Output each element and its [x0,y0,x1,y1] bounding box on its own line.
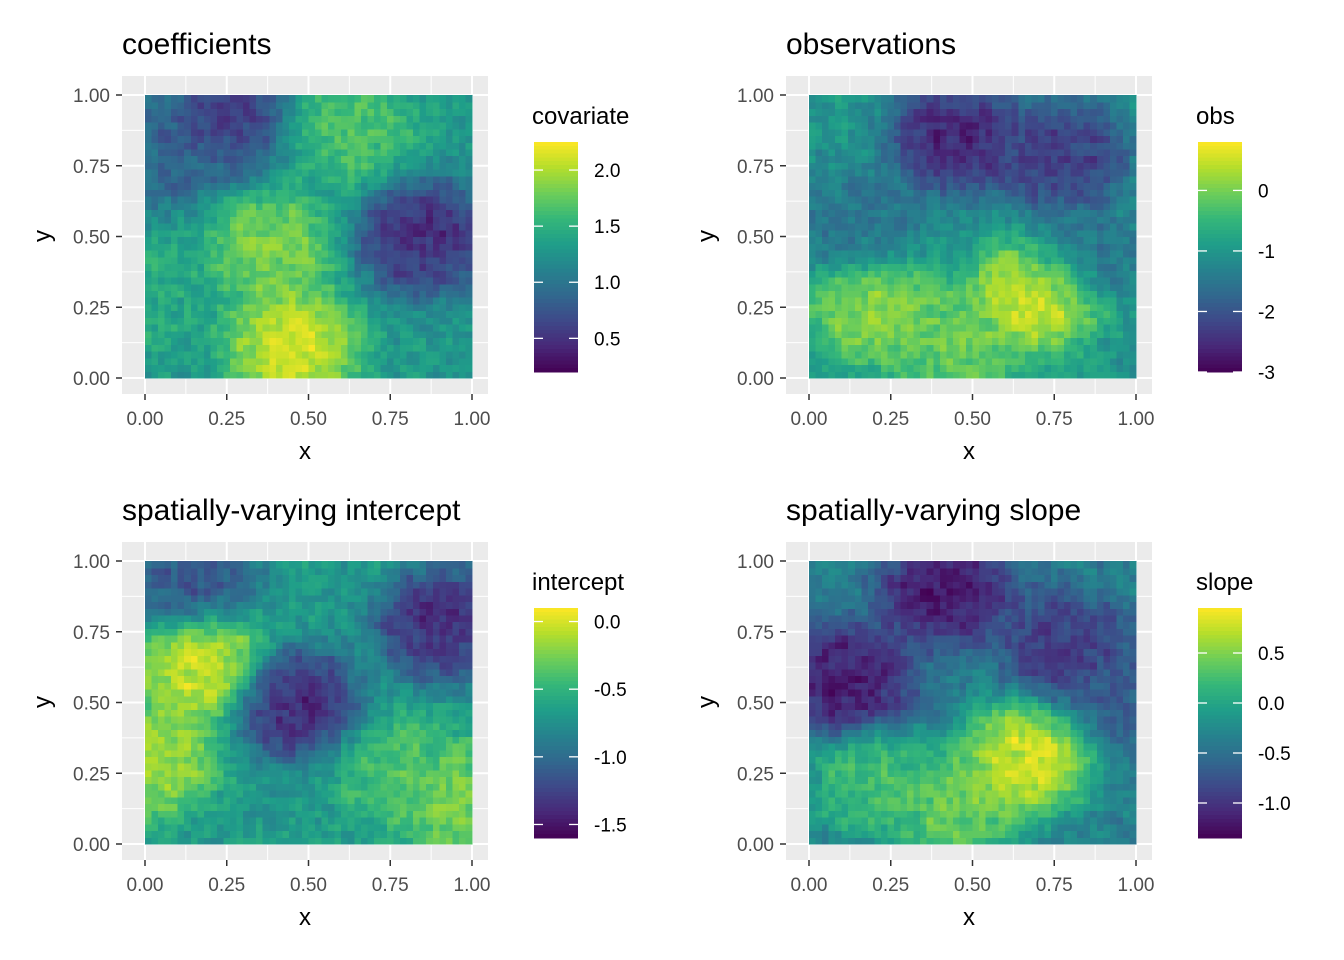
panel-title: spatially-varying intercept [122,494,461,527]
legend-label: -0.5 [594,680,627,701]
legend-label: -3 [1258,363,1275,384]
x-tick-label: 0.25 [208,875,245,896]
panel-2: observations 0.00 0.25 0.50 0.75 1.00 0.00 0.25… [693,28,1275,465]
legend-label: -1.0 [594,748,627,769]
legend-title: covariate [532,103,629,130]
legend-label: -1.5 [594,815,627,836]
x-axis-title: x [963,904,975,931]
y-tick-label: 0.00 [737,369,774,390]
x-tick-label: 1.00 [1118,409,1155,430]
x-tick-label: 1.00 [454,875,491,896]
legend-label: 0.5 [1258,644,1284,665]
legend-label: -1.0 [1258,794,1291,815]
x-tick-label: 0.50 [290,875,327,896]
y-tick-label: 1.00 [737,86,774,107]
y-axis-title: y [693,696,720,708]
y-tick-label: 1.00 [73,86,110,107]
y-tick-label: 0.75 [73,623,110,644]
x-axis-title: x [299,438,311,465]
legend-label: 2.0 [594,161,620,182]
x-tick-label: 1.00 [454,409,491,430]
x-tick-label: 0.50 [954,875,991,896]
y-tick-label: 0.00 [73,369,110,390]
x-tick-label: 0.25 [872,409,909,430]
legend-label: 0.0 [594,613,620,634]
color-legend: obs -3 -2 -1 0 [1196,103,1275,384]
y-tick-label: 0.25 [73,764,110,785]
x-tick-label: 0.50 [954,409,991,430]
x-tick-label: 0.50 [290,409,327,430]
panel-4: spatially-varying slope 0.00 0.25 0.50 0.75 1… [693,494,1291,931]
y-tick-label: 0.25 [737,298,774,319]
x-tick-label: 0.75 [372,409,409,430]
legend-label: -0.5 [1258,744,1291,765]
legend-title: intercept [532,569,624,596]
y-axis-title: y [29,230,56,242]
legend-title: obs [1196,103,1235,130]
x-tick-label: 0.00 [127,875,164,896]
y-axis-title: y [29,696,56,708]
legend-label: 0.0 [1258,694,1284,715]
x-tick-label: 0.00 [791,875,828,896]
panel-title: observations [786,28,956,61]
legend-label: 1.0 [594,273,620,294]
x-tick-label: 1.00 [1118,875,1155,896]
y-tick-label: 0.25 [737,764,774,785]
y-tick-label: 0.75 [737,623,774,644]
heatmap [145,561,473,845]
color-legend: intercept -1.5 -1.0 -0.5 0.0 [532,569,627,839]
legend-label: 1.5 [594,217,620,238]
x-tick-label: 0.25 [872,875,909,896]
x-axis-title: x [963,438,975,465]
x-tick-label: 0.00 [791,409,828,430]
x-tick-label: 0.00 [127,409,164,430]
legend-label: -2 [1258,302,1275,323]
heatmap [809,561,1137,845]
y-tick-label: 0.50 [73,694,110,715]
x-tick-label: 0.25 [208,409,245,430]
y-tick-label: 0.50 [73,228,110,249]
y-tick-label: 0.00 [73,835,110,856]
x-tick-label: 0.75 [1036,875,1073,896]
y-tick-label: 0.25 [73,298,110,319]
heatmap [809,95,1137,379]
legend-label: 0.5 [594,329,620,350]
color-legend: covariate 0.5 1.0 1.5 2.0 [532,103,629,373]
legend-title: slope [1196,569,1253,596]
y-tick-label: 1.00 [73,552,110,573]
legend-label: -1 [1258,242,1275,263]
legend-label: 0 [1258,181,1269,202]
y-tick-label: 0.75 [737,157,774,178]
x-tick-label: 0.75 [1036,409,1073,430]
x-tick-label: 0.75 [372,875,409,896]
y-tick-label: 0.00 [737,835,774,856]
color-legend: slope -1.0 -0.5 0.0 0.5 [1196,569,1291,839]
y-tick-label: 0.50 [737,228,774,249]
panel-title: coefficients [122,28,272,61]
panel-3: spatially-varying intercept 0.00 0.25 0.50 0… [29,494,627,931]
heatmap [145,95,473,379]
y-tick-label: 0.50 [737,694,774,715]
panel-title: spatially-varying slope [786,494,1081,527]
y-tick-label: 1.00 [737,552,774,573]
x-axis-title: x [299,904,311,931]
y-tick-label: 0.75 [73,157,110,178]
y-axis-title: y [693,230,720,242]
panel-1: coefficients 0.00 0.25 0.50 0.75 1.00 0.00 0.25… [29,28,629,465]
